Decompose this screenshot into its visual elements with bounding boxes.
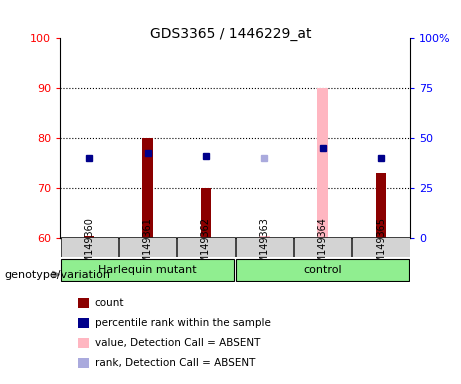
Text: GSM149365: GSM149365 bbox=[376, 217, 386, 276]
Text: rank, Detection Call = ABSENT: rank, Detection Call = ABSENT bbox=[95, 358, 255, 368]
Text: GDS3365 / 1446229_at: GDS3365 / 1446229_at bbox=[150, 27, 311, 41]
Bar bbox=[78, 318, 89, 328]
Bar bbox=[142, 138, 153, 238]
Text: value, Detection Call = ABSENT: value, Detection Call = ABSENT bbox=[95, 338, 260, 348]
FancyBboxPatch shape bbox=[236, 237, 293, 257]
Text: Harlequin mutant: Harlequin mutant bbox=[98, 265, 197, 275]
Bar bbox=[78, 298, 89, 308]
Text: GSM149364: GSM149364 bbox=[318, 217, 328, 276]
FancyBboxPatch shape bbox=[61, 258, 234, 281]
Text: GSM149360: GSM149360 bbox=[84, 217, 94, 276]
FancyBboxPatch shape bbox=[60, 237, 118, 257]
Bar bbox=[78, 338, 89, 348]
Text: GSM149362: GSM149362 bbox=[201, 217, 211, 276]
Text: GSM149361: GSM149361 bbox=[142, 217, 153, 276]
Text: control: control bbox=[303, 265, 342, 275]
Bar bbox=[84, 235, 95, 238]
FancyBboxPatch shape bbox=[353, 237, 410, 257]
FancyBboxPatch shape bbox=[294, 237, 351, 257]
Bar bbox=[318, 88, 328, 238]
Bar bbox=[201, 188, 211, 238]
Bar bbox=[259, 235, 270, 238]
FancyBboxPatch shape bbox=[177, 237, 235, 257]
Bar bbox=[78, 358, 89, 368]
Text: GSM149363: GSM149363 bbox=[259, 217, 269, 276]
Text: count: count bbox=[95, 298, 124, 308]
Bar bbox=[376, 173, 386, 238]
FancyBboxPatch shape bbox=[119, 237, 176, 257]
Text: percentile rank within the sample: percentile rank within the sample bbox=[95, 318, 271, 328]
FancyBboxPatch shape bbox=[236, 258, 409, 281]
Text: genotype/variation: genotype/variation bbox=[5, 270, 111, 280]
